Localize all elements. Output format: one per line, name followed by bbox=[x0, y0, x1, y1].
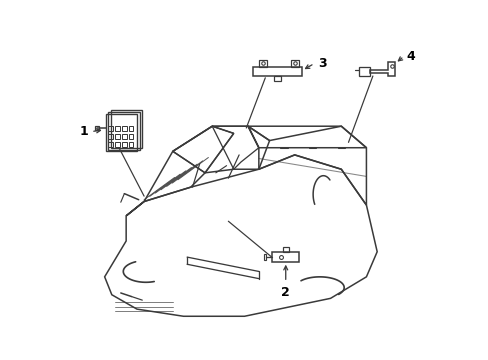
Text: 3: 3 bbox=[317, 57, 326, 70]
Text: 4: 4 bbox=[406, 50, 414, 63]
Text: 1: 1 bbox=[80, 125, 88, 138]
Text: 2: 2 bbox=[281, 286, 289, 299]
